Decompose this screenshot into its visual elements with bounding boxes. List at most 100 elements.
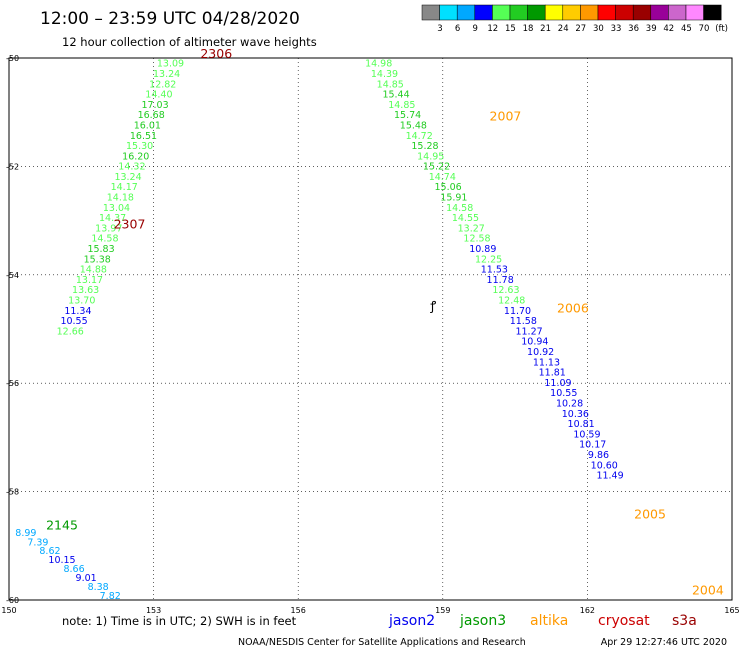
colorbar-swatch xyxy=(544,4,564,21)
satellite-legend-jason2: jason2 xyxy=(388,613,435,629)
satellite-legend-s3a: s3a xyxy=(672,613,697,629)
colorbar-swatch xyxy=(421,4,440,21)
colorbar-swatch xyxy=(509,4,528,21)
y-tick-label: -56 xyxy=(6,379,19,388)
colorbar-swatch xyxy=(439,4,458,21)
swh-value: 13.24 xyxy=(114,172,141,183)
swh-value: 15.28 xyxy=(411,141,438,152)
colorbar-label: 36 xyxy=(628,24,639,34)
swh-value: 10.89 xyxy=(469,244,496,255)
units-note: note: 1) Time is in UTC; 2) SWH is in fe… xyxy=(62,614,297,628)
colorbar-label: 70 xyxy=(699,24,710,34)
satellite-legend-cryosat: cryosat xyxy=(598,613,650,629)
swh-value: 10.94 xyxy=(521,337,548,348)
swh-value: 11.34 xyxy=(64,306,91,317)
swh-value: 7.82 xyxy=(100,591,121,602)
swh-value: 13.27 xyxy=(458,223,485,234)
pass-label: 2145 xyxy=(46,518,78,533)
swh-value: 14.58 xyxy=(91,234,118,245)
x-tick-label: 150 xyxy=(1,606,16,615)
colorbar-label: 24 xyxy=(558,24,569,34)
swh-value: 15.44 xyxy=(382,90,409,101)
pass-label: 2307 xyxy=(114,217,146,232)
colorbar-label: 6 xyxy=(455,24,460,34)
swh-value: 15.91 xyxy=(440,193,467,204)
swh-value: 14.58 xyxy=(446,203,473,214)
swh-value: 11.53 xyxy=(481,265,508,276)
swh-value: 10.17 xyxy=(579,440,606,451)
swh-value: 14.88 xyxy=(80,265,107,276)
x-tick-label: 165 xyxy=(724,606,739,615)
colorbar-swatch xyxy=(632,4,652,21)
swh-value: 11.78 xyxy=(487,275,514,286)
grid-lines xyxy=(9,58,732,600)
swh-value: 11.58 xyxy=(510,316,537,327)
swh-value: 13.17 xyxy=(76,275,103,286)
swh-value: 12.25 xyxy=(475,254,502,265)
track-marker: ꝭ xyxy=(429,298,436,313)
swh-value: 14.18 xyxy=(107,193,134,204)
swh-value: 14.95 xyxy=(417,151,444,162)
swh-value: 16.20 xyxy=(122,151,149,162)
swh-value: 14.98 xyxy=(365,59,392,70)
swh-value: 15.74 xyxy=(394,110,421,121)
swh-value: 14.37 xyxy=(99,213,126,224)
colorbar-label: 18 xyxy=(523,24,534,34)
swh-value: 16.51 xyxy=(130,131,157,142)
swh-value: 10.55 xyxy=(550,388,577,399)
colorbar-swatch xyxy=(668,4,687,21)
chart-title: 12:00 – 23:59 UTC 04/28/2020 xyxy=(40,9,300,29)
swh-value: 16.68 xyxy=(138,110,165,121)
swh-value: 14.32 xyxy=(118,162,145,173)
swh-value: 14.39 xyxy=(371,69,398,80)
swh-value: 9.86 xyxy=(588,450,609,461)
colorbar-label: (ft) xyxy=(715,24,728,34)
swh-value: 11.09 xyxy=(544,378,571,389)
swh-value: 10.55 xyxy=(60,316,87,327)
satellite-legend: jason2 jason3 altika cryosat s3a xyxy=(388,613,697,629)
swh-value: 11.49 xyxy=(596,471,623,482)
chart-subtitle: 12 hour collection of altimeter wave hei… xyxy=(62,35,317,49)
swh-value: 15.30 xyxy=(126,141,153,152)
swh-value: 10.36 xyxy=(562,409,589,420)
y-tick-label: -58 xyxy=(6,488,19,497)
colorbar-label: 39 xyxy=(646,24,657,34)
y-tick-label: -50 xyxy=(6,54,19,63)
swh-value: 12.82 xyxy=(149,79,176,90)
swh-value: 13.04 xyxy=(103,203,130,214)
swh-value: 14.85 xyxy=(388,100,415,111)
colorbar-label: 27 xyxy=(575,24,586,34)
colorbar-label: 21 xyxy=(540,24,551,34)
pass-label: 2006 xyxy=(557,301,589,316)
colorbar-swatch xyxy=(650,4,669,21)
swh-value: 13.09 xyxy=(157,59,184,70)
colorbar-label: 45 xyxy=(681,24,692,34)
swh-value: 12.48 xyxy=(498,296,525,307)
colorbar-swatch xyxy=(615,4,634,21)
swh-value: 10.60 xyxy=(591,460,618,471)
swh-value: 15.06 xyxy=(435,182,462,193)
colorbar-label: 30 xyxy=(593,24,604,34)
swh-value: 15.22 xyxy=(423,162,450,173)
swh-value: 14.55 xyxy=(452,213,479,224)
colorbar-swatch xyxy=(474,4,493,21)
swh-value: 13.63 xyxy=(72,285,99,296)
axis-tick-labels: 150 153 156 159 162 165 -50 -52 -54 -56 -58 -60 xyxy=(1,54,739,615)
x-tick-label: 153 xyxy=(146,606,161,615)
colorbar-swatch xyxy=(562,4,581,21)
swh-value: 8.62 xyxy=(39,546,60,557)
swh-value: 14.85 xyxy=(377,79,404,90)
colorbar-label: 42 xyxy=(663,24,674,34)
colorbar-swatch xyxy=(580,4,599,21)
swh-value: 16.01 xyxy=(134,120,161,131)
swh-value: 11.27 xyxy=(515,326,542,337)
pass-label: 2004 xyxy=(692,583,724,598)
colorbar-swatch xyxy=(703,4,722,21)
y-tick-label: -54 xyxy=(6,271,19,280)
swh-value: 12.63 xyxy=(492,285,519,296)
swh-value: 13.70 xyxy=(68,296,95,307)
colorbar-swatch xyxy=(685,4,704,21)
satellite-legend-altika: altika xyxy=(530,613,568,629)
swh-value: 13.97 xyxy=(95,223,122,234)
